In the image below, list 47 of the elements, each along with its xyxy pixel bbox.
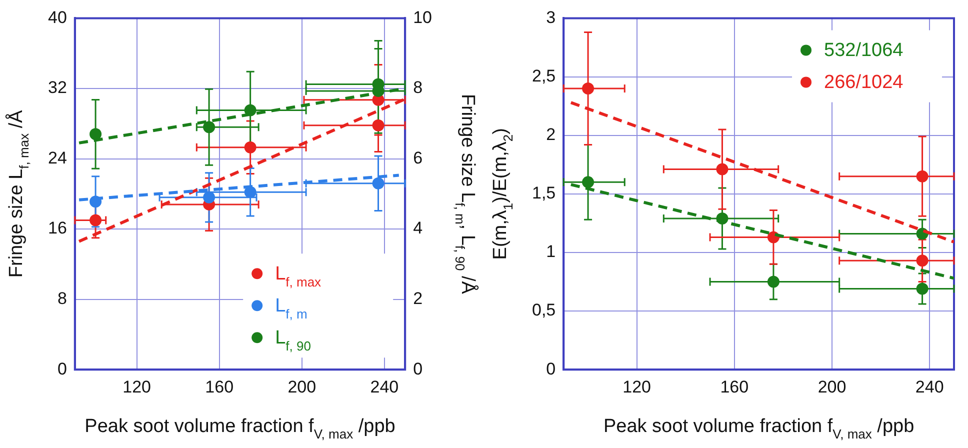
y2-tick-label: 8 (413, 78, 423, 98)
y-tick-label: 8 (57, 289, 67, 308)
y2-tick-label: 4 (413, 218, 423, 238)
y-tick-label: 2 (546, 125, 556, 144)
x-tick-label: 120 (122, 377, 152, 396)
x-tick-label: 200 (288, 377, 316, 396)
point (244, 141, 256, 154)
point (244, 186, 256, 198)
y-tick-label: 0 (546, 359, 556, 378)
x-tick-label: 120 (622, 377, 652, 396)
x-tick-label: 160 (205, 377, 234, 396)
point (916, 170, 928, 182)
y-tick-label: 40 (48, 8, 67, 27)
legend-label: 532/1064 (824, 40, 904, 62)
point (90, 214, 102, 226)
point (916, 282, 928, 295)
x-tick-label: 160 (720, 377, 749, 396)
y2-tick-label: 10 (413, 8, 432, 27)
y-axis-title: Fringe size Lf, max /Å (5, 110, 32, 278)
y2-tick-label: 6 (413, 148, 423, 168)
x-tick-label: 240 (370, 377, 399, 396)
y-tick-label: 24 (48, 148, 67, 168)
y-tick-label: 32 (48, 78, 67, 98)
point (372, 177, 384, 190)
y-tick-label: 0 (57, 359, 67, 378)
y-tick-label: 1,5 (532, 184, 556, 203)
point (582, 176, 594, 188)
x-tick-label: 200 (818, 377, 846, 396)
point (716, 163, 728, 176)
y-axis-title: E(m,λ1)/E(m,λ2) (490, 128, 516, 260)
point (203, 191, 216, 204)
y-tick-label: 1 (546, 242, 556, 262)
y-tick-label: 16 (48, 218, 67, 238)
y2-axis-title: Fringe size Lf, m, Lf, 90 /Å (452, 94, 479, 294)
point (767, 276, 780, 288)
x-tick-label: 240 (915, 377, 944, 396)
point (916, 254, 928, 267)
y-tick-label: 0,5 (532, 300, 556, 320)
y-tick-label: 2,5 (532, 66, 556, 86)
point (203, 121, 216, 134)
point (372, 119, 384, 132)
legend-label: 266/1024 (824, 72, 904, 94)
y-tick-label: 3 (546, 8, 556, 27)
y2-tick-label: 2 (413, 289, 423, 308)
point (582, 82, 594, 94)
point (90, 128, 102, 140)
y2-tick-label: 0 (413, 359, 423, 378)
